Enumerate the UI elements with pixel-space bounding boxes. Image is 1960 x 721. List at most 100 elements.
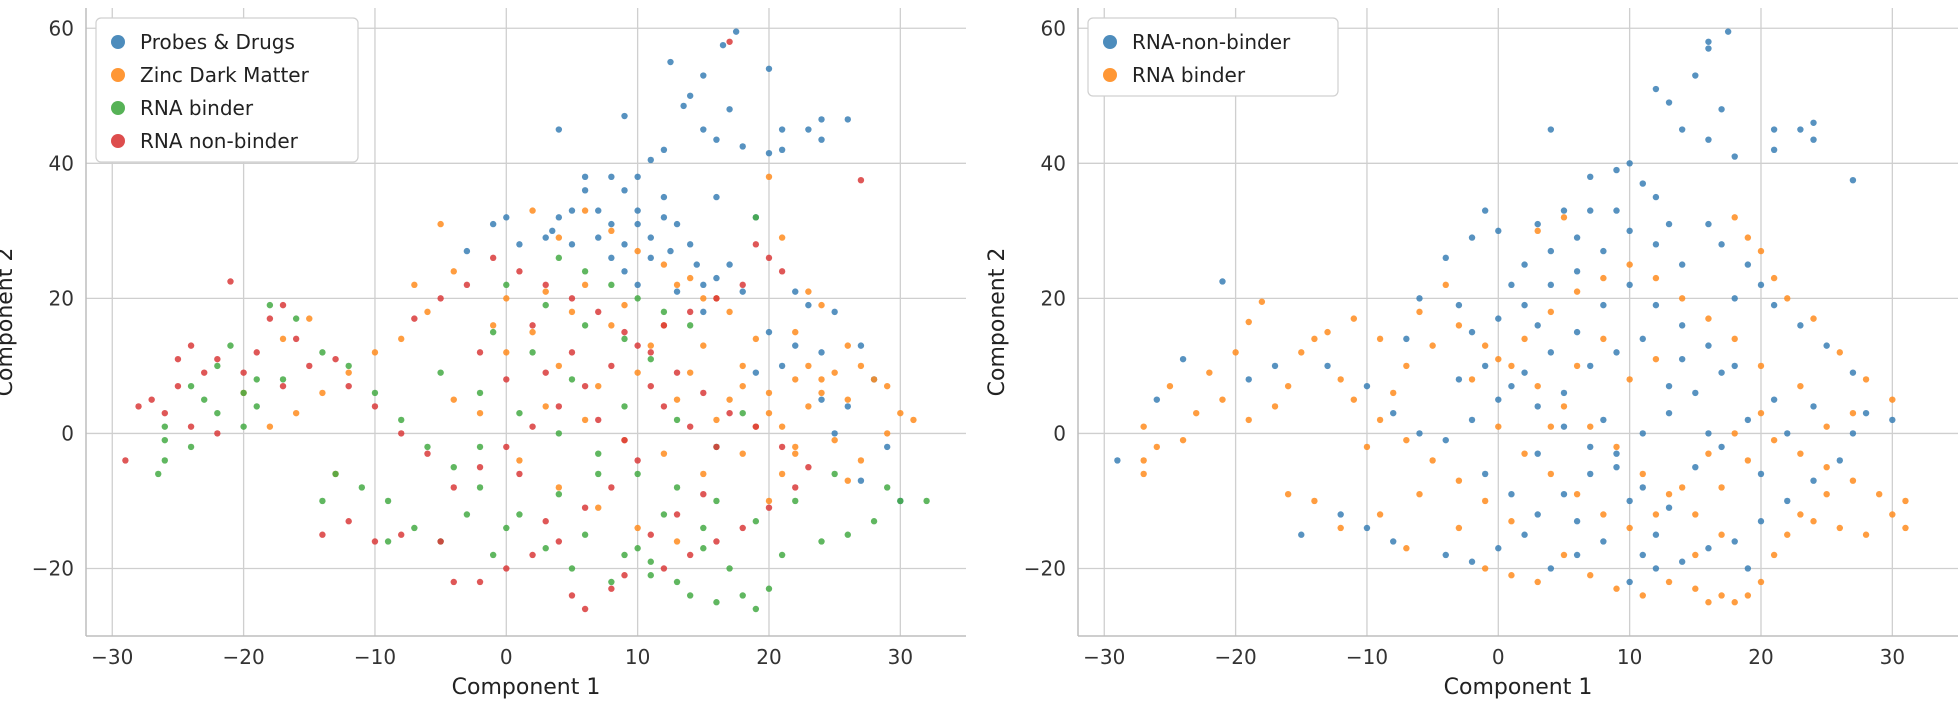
data-point <box>1849 409 1857 417</box>
data-point <box>568 308 576 316</box>
data-point <box>1705 450 1712 457</box>
data-point <box>1705 342 1712 349</box>
data-point <box>673 396 681 403</box>
data-point <box>1468 376 1476 383</box>
data-point <box>1324 328 1331 336</box>
x-tick-label: 10 <box>625 645 650 669</box>
data-point <box>621 268 628 275</box>
data-point <box>1731 295 1738 302</box>
data-point <box>1573 518 1581 525</box>
data-point <box>1534 322 1541 329</box>
data-point <box>1468 558 1476 565</box>
legend-box <box>1087 17 1339 97</box>
data-point <box>1284 490 1292 498</box>
data-point <box>1757 518 1765 525</box>
data-point <box>187 382 195 390</box>
data-point <box>1770 146 1778 154</box>
data-point <box>778 362 786 370</box>
data-point <box>1652 85 1660 93</box>
data-point <box>161 409 169 417</box>
data-point <box>1573 328 1581 336</box>
data-point <box>818 396 825 403</box>
data-point <box>332 470 339 478</box>
data-point <box>411 524 418 532</box>
data-point <box>1797 322 1804 329</box>
data-point <box>634 457 641 464</box>
data-point <box>555 126 563 133</box>
data-point <box>660 261 668 268</box>
data-point <box>1639 430 1646 437</box>
data-point <box>673 416 681 424</box>
data-point <box>1665 382 1673 390</box>
data-point <box>1810 315 1817 322</box>
data-point <box>765 65 773 72</box>
data-point <box>476 463 484 471</box>
data-point <box>1337 376 1344 383</box>
data-point <box>686 551 694 559</box>
data-point <box>1705 599 1712 606</box>
x-tick-label: 30 <box>888 645 913 669</box>
data-point <box>700 545 707 552</box>
data-point <box>792 450 799 457</box>
data-point <box>503 565 510 572</box>
data-point <box>1403 362 1410 370</box>
data-point <box>1206 369 1213 376</box>
data-point <box>542 281 549 289</box>
y-tick-label: 0 <box>1053 421 1066 445</box>
data-point <box>667 247 674 255</box>
data-point <box>1455 477 1463 484</box>
data-point <box>667 58 674 66</box>
data-point <box>1639 470 1646 478</box>
legend: RNA-non-binder RNA binder <box>1087 17 1339 97</box>
data-point <box>1784 295 1791 302</box>
data-point <box>542 545 549 552</box>
data-point <box>700 470 707 478</box>
data-point <box>201 396 208 403</box>
data-point <box>700 126 707 133</box>
data-point <box>568 295 576 302</box>
data-point <box>1232 349 1239 356</box>
data-point <box>292 409 300 417</box>
data-point <box>752 241 760 248</box>
data-point <box>1495 396 1502 403</box>
data-point <box>1652 511 1660 518</box>
data-point <box>1442 254 1449 262</box>
data-point <box>1403 436 1410 444</box>
data-point <box>608 254 615 262</box>
data-point <box>686 274 694 282</box>
data-point <box>371 538 379 545</box>
data-point <box>292 335 300 343</box>
data-point <box>529 328 536 336</box>
data-point <box>476 484 484 491</box>
data-point <box>1849 430 1857 437</box>
y-tick-label: 20 <box>49 286 74 310</box>
data-point <box>1770 274 1778 282</box>
data-point <box>187 443 195 451</box>
data-point <box>1442 436 1449 444</box>
data-point <box>1724 28 1732 35</box>
data-point <box>398 335 405 343</box>
data-point <box>595 470 602 478</box>
data-point <box>1416 295 1423 302</box>
data-point <box>1823 423 1830 430</box>
data-point <box>555 430 563 437</box>
data-point <box>503 376 510 383</box>
data-point <box>1902 497 1909 505</box>
data-point <box>1547 281 1555 289</box>
data-point <box>1311 497 1318 505</box>
data-point <box>1678 558 1686 565</box>
legend-marker <box>111 101 125 115</box>
data-point <box>542 234 549 241</box>
x-tick-label: 20 <box>756 645 781 669</box>
data-point <box>1613 207 1620 214</box>
data-point <box>1770 396 1778 403</box>
data-point <box>700 281 707 289</box>
data-point <box>1350 396 1358 403</box>
data-point <box>1298 349 1305 356</box>
data-point <box>1560 490 1568 498</box>
data-point <box>279 335 287 343</box>
data-point <box>1626 160 1633 167</box>
data-point <box>1219 278 1226 285</box>
data-point <box>818 538 825 545</box>
